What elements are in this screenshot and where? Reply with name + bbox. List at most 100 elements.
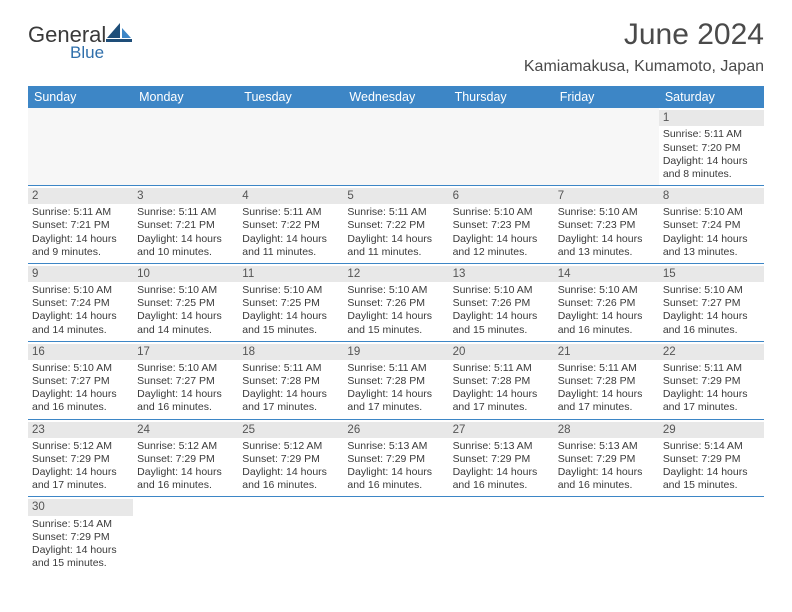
day-number: 30 xyxy=(28,499,133,515)
calendar-week-row: 16Sunrise: 5:10 AMSunset: 7:27 PMDayligh… xyxy=(28,341,764,419)
day-number: 25 xyxy=(238,422,343,438)
sunset-text: Sunset: 7:26 PM xyxy=(453,297,550,310)
sunset-text: Sunset: 7:20 PM xyxy=(663,142,760,155)
sunset-text: Sunset: 7:29 PM xyxy=(663,453,760,466)
calendar-day-cell: 10Sunrise: 5:10 AMSunset: 7:25 PMDayligh… xyxy=(133,263,238,341)
calendar-day-cell: 3Sunrise: 5:11 AMSunset: 7:21 PMDaylight… xyxy=(133,185,238,263)
sunrise-text: Sunrise: 5:14 AM xyxy=(32,518,129,531)
daylight-text: Daylight: 14 hours and 12 minutes. xyxy=(453,233,550,259)
daylight-text: Daylight: 14 hours and 17 minutes. xyxy=(32,466,129,492)
sunset-text: Sunset: 7:21 PM xyxy=(137,219,234,232)
daylight-text: Daylight: 14 hours and 15 minutes. xyxy=(32,544,129,570)
day-number: 8 xyxy=(659,188,764,204)
day-number: 1 xyxy=(659,110,764,126)
day-number: 5 xyxy=(343,188,448,204)
daylight-text: Daylight: 14 hours and 17 minutes. xyxy=(558,388,655,414)
sunrise-text: Sunrise: 5:11 AM xyxy=(242,206,339,219)
daylight-text: Daylight: 14 hours and 16 minutes. xyxy=(137,388,234,414)
daylight-text: Daylight: 14 hours and 9 minutes. xyxy=(32,233,129,259)
calendar-table: Sunday Monday Tuesday Wednesday Thursday… xyxy=(28,86,764,574)
sunrise-text: Sunrise: 5:10 AM xyxy=(453,206,550,219)
calendar-day-cell: 2Sunrise: 5:11 AMSunset: 7:21 PMDaylight… xyxy=(28,185,133,263)
sunrise-text: Sunrise: 5:10 AM xyxy=(32,362,129,375)
sunrise-text: Sunrise: 5:11 AM xyxy=(347,206,444,219)
calendar-day-cell: 22Sunrise: 5:11 AMSunset: 7:29 PMDayligh… xyxy=(659,341,764,419)
sunset-text: Sunset: 7:29 PM xyxy=(663,375,760,388)
sunrise-text: Sunrise: 5:10 AM xyxy=(32,284,129,297)
calendar-day-cell: 1Sunrise: 5:11 AMSunset: 7:20 PMDaylight… xyxy=(659,108,764,185)
calendar-week-row: 23Sunrise: 5:12 AMSunset: 7:29 PMDayligh… xyxy=(28,419,764,497)
day-number: 29 xyxy=(659,422,764,438)
calendar-day-cell: 17Sunrise: 5:10 AMSunset: 7:27 PMDayligh… xyxy=(133,341,238,419)
sunset-text: Sunset: 7:29 PM xyxy=(453,453,550,466)
sunrise-text: Sunrise: 5:11 AM xyxy=(137,206,234,219)
daylight-text: Daylight: 14 hours and 16 minutes. xyxy=(558,466,655,492)
title-block: June 2024 Kamiamakusa, Kumamoto, Japan xyxy=(524,18,764,76)
weekday-header: Thursday xyxy=(449,86,554,108)
daylight-text: Daylight: 14 hours and 15 minutes. xyxy=(453,310,550,336)
daylight-text: Daylight: 14 hours and 17 minutes. xyxy=(242,388,339,414)
sunset-text: Sunset: 7:22 PM xyxy=(242,219,339,232)
sunrise-text: Sunrise: 5:13 AM xyxy=(453,440,550,453)
daylight-text: Daylight: 14 hours and 15 minutes. xyxy=(347,310,444,336)
calendar-day-cell: 18Sunrise: 5:11 AMSunset: 7:28 PMDayligh… xyxy=(238,341,343,419)
calendar-day-cell: 5Sunrise: 5:11 AMSunset: 7:22 PMDaylight… xyxy=(343,185,448,263)
daylight-text: Daylight: 14 hours and 13 minutes. xyxy=(558,233,655,259)
day-number: 24 xyxy=(133,422,238,438)
sunrise-text: Sunrise: 5:13 AM xyxy=(558,440,655,453)
sunrise-text: Sunrise: 5:11 AM xyxy=(453,362,550,375)
page-header: General Blue June 2024 Kamiamakusa, Kuma… xyxy=(28,18,764,76)
sunrise-text: Sunrise: 5:10 AM xyxy=(558,284,655,297)
sunrise-text: Sunrise: 5:10 AM xyxy=(558,206,655,219)
sunset-text: Sunset: 7:21 PM xyxy=(32,219,129,232)
calendar-week-row: 2Sunrise: 5:11 AMSunset: 7:21 PMDaylight… xyxy=(28,185,764,263)
weekday-header: Tuesday xyxy=(238,86,343,108)
day-number: 28 xyxy=(554,422,659,438)
daylight-text: Daylight: 14 hours and 15 minutes. xyxy=(663,466,760,492)
calendar-day-cell xyxy=(449,108,554,185)
location-text: Kamiamakusa, Kumamoto, Japan xyxy=(524,58,764,76)
day-number: 15 xyxy=(659,266,764,282)
sunset-text: Sunset: 7:29 PM xyxy=(137,453,234,466)
sunrise-text: Sunrise: 5:11 AM xyxy=(347,362,444,375)
weekday-header: Monday xyxy=(133,86,238,108)
calendar-day-cell: 19Sunrise: 5:11 AMSunset: 7:28 PMDayligh… xyxy=(343,341,448,419)
day-number: 20 xyxy=(449,344,554,360)
sunset-text: Sunset: 7:24 PM xyxy=(32,297,129,310)
calendar-week-row: 9Sunrise: 5:10 AMSunset: 7:24 PMDaylight… xyxy=(28,263,764,341)
sunrise-text: Sunrise: 5:11 AM xyxy=(558,362,655,375)
daylight-text: Daylight: 14 hours and 17 minutes. xyxy=(347,388,444,414)
calendar-day-cell xyxy=(343,497,448,574)
calendar-day-cell: 21Sunrise: 5:11 AMSunset: 7:28 PMDayligh… xyxy=(554,341,659,419)
day-number: 4 xyxy=(238,188,343,204)
sunset-text: Sunset: 7:23 PM xyxy=(453,219,550,232)
sunrise-text: Sunrise: 5:13 AM xyxy=(347,440,444,453)
calendar-day-cell: 20Sunrise: 5:11 AMSunset: 7:28 PMDayligh… xyxy=(449,341,554,419)
calendar-page: General Blue June 2024 Kamiamakusa, Kuma… xyxy=(0,0,792,574)
calendar-day-cell: 28 Sunrise: 5:13 AMSunset: 7:29 PMDayligh… xyxy=(554,419,659,497)
daylight-text: Daylight: 14 hours and 17 minutes. xyxy=(663,388,760,414)
day-number: 18 xyxy=(238,344,343,360)
sunset-text: Sunset: 7:29 PM xyxy=(558,453,655,466)
daylight-text: Daylight: 14 hours and 8 minutes. xyxy=(663,155,760,181)
sail-icon xyxy=(106,22,132,42)
day-number: 13 xyxy=(449,266,554,282)
calendar-header-row: Sunday Monday Tuesday Wednesday Thursday… xyxy=(28,86,764,108)
calendar-day-cell: 16Sunrise: 5:10 AMSunset: 7:27 PMDayligh… xyxy=(28,341,133,419)
weekday-header: Saturday xyxy=(659,86,764,108)
calendar-day-cell: 7Sunrise: 5:10 AMSunset: 7:23 PMDaylight… xyxy=(554,185,659,263)
calendar-day-cell xyxy=(238,108,343,185)
calendar-day-cell xyxy=(343,108,448,185)
calendar-day-cell: 24Sunrise: 5:12 AMSunset: 7:29 PMDayligh… xyxy=(133,419,238,497)
calendar-day-cell xyxy=(133,108,238,185)
day-number: 16 xyxy=(28,344,133,360)
sunset-text: Sunset: 7:27 PM xyxy=(137,375,234,388)
sunrise-text: Sunrise: 5:10 AM xyxy=(663,284,760,297)
sunrise-text: Sunrise: 5:10 AM xyxy=(453,284,550,297)
day-number: 19 xyxy=(343,344,448,360)
sunrise-text: Sunrise: 5:10 AM xyxy=(347,284,444,297)
calendar-week-row: 30Sunrise: 5:14 AMSunset: 7:29 PMDayligh… xyxy=(28,497,764,574)
calendar-day-cell xyxy=(28,108,133,185)
sunset-text: Sunset: 7:25 PM xyxy=(242,297,339,310)
day-number: 14 xyxy=(554,266,659,282)
